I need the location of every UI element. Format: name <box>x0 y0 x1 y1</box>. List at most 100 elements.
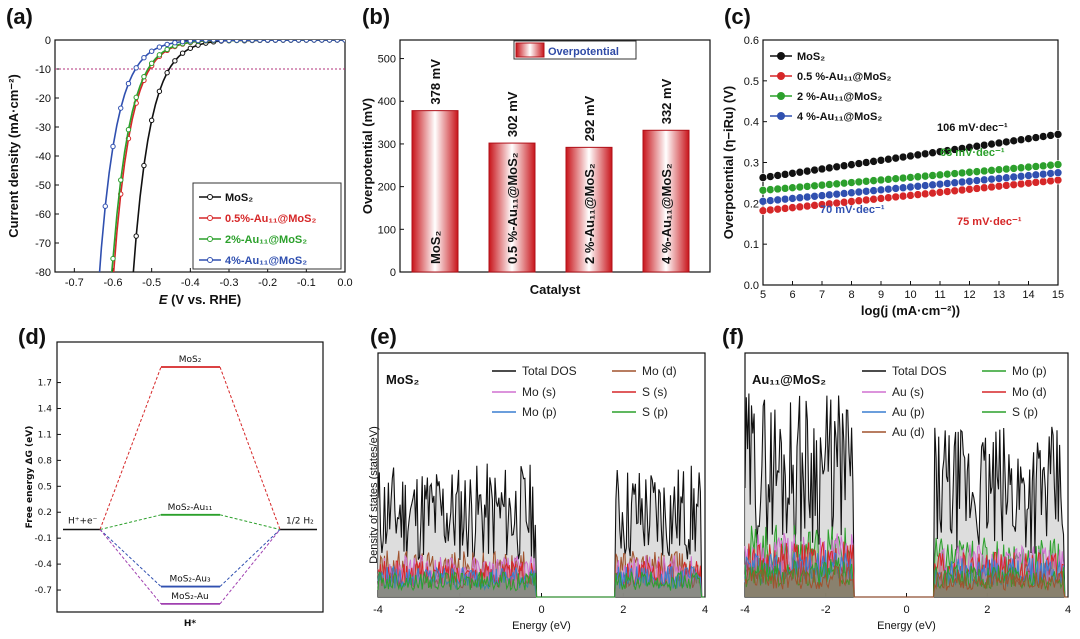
y-tick-label: -0.4 <box>34 560 52 570</box>
x-axis-title-unit: (V vs. RHE) <box>167 292 241 307</box>
series-point-0 <box>172 58 178 64</box>
series-point-1 <box>1053 175 1063 185</box>
series-point-0 <box>1031 133 1041 142</box>
series-point-1 <box>758 206 768 215</box>
series-point-3 <box>876 185 886 195</box>
tafel-slope-label: 63 mV·dec⁻¹ <box>940 147 1005 159</box>
series-point-3 <box>987 174 996 184</box>
y-tick-label: 1.4 <box>38 404 53 414</box>
bar-category-label: MoS₂ <box>428 231 443 264</box>
y-tick-label: 0.8 <box>38 456 53 466</box>
series-point-3 <box>125 80 132 87</box>
series-point-2 <box>1016 163 1026 173</box>
series-point-3 <box>891 184 901 193</box>
series-point-2 <box>920 171 930 181</box>
dos-material-label: Au₁₁@MoS₂ <box>752 372 826 387</box>
series-point-2 <box>854 177 864 187</box>
series-point-0 <box>802 166 812 176</box>
series-point-3 <box>64 299 68 303</box>
dos-legend-label: Mo (p) <box>1012 364 1047 378</box>
series-point-1 <box>1016 179 1026 189</box>
y-axis-title: Free energy ΔG (eV) <box>25 426 35 529</box>
series-point-3 <box>72 299 76 303</box>
panel-d-label: (d) <box>18 324 46 349</box>
series-point-1 <box>788 203 797 212</box>
series-point-3 <box>342 40 345 43</box>
bar-value-label: 378 mV <box>428 59 443 105</box>
series-point-1 <box>965 184 974 194</box>
series-point-3 <box>802 192 812 202</box>
partial-dos-fill <box>745 565 1068 597</box>
dos-legend-label: Au (s) <box>892 385 924 399</box>
level-label: MoS₂-Au₃ <box>169 575 211 585</box>
series-point-0 <box>1038 132 1048 141</box>
x-tick-label: 8 <box>848 289 854 301</box>
dos-legend-label: S (s) <box>642 385 667 399</box>
series-point-0 <box>88 299 92 303</box>
tafel-slope-label: 75 mV·dec⁻¹ <box>957 216 1022 228</box>
series-point-2 <box>1031 162 1041 171</box>
partial-dos-line <box>744 565 1068 598</box>
bar <box>642 129 690 273</box>
y-tick-label: 200 <box>378 182 396 194</box>
series-point-3 <box>334 40 340 43</box>
x-tick-label: 7 <box>819 289 825 301</box>
series-point-1 <box>884 193 893 202</box>
y-tick-label: 1.1 <box>38 430 52 440</box>
series-point-3 <box>869 186 878 195</box>
series-point-2 <box>832 179 842 189</box>
x-axis-title: E (V vs. RHE) <box>159 292 241 307</box>
series-point-1 <box>928 188 937 198</box>
series-point-0 <box>1046 131 1055 140</box>
series-point-1 <box>1038 177 1048 186</box>
series-point-1 <box>979 183 989 193</box>
x-axis-title-symbol: E <box>159 292 168 307</box>
series-point-0 <box>57 299 61 303</box>
series-point-3 <box>1046 169 1055 178</box>
y-axis-title: Overpotential (η−iRu) (V) <box>721 86 736 239</box>
series-point-2 <box>957 168 967 178</box>
level-connector <box>99 529 162 605</box>
series-point-2 <box>64 299 68 303</box>
series-point-1 <box>1009 180 1019 189</box>
series-point-0 <box>187 45 194 51</box>
x-tick-label: 0.0 <box>337 277 352 289</box>
series-point-2 <box>987 166 996 175</box>
series-point-0 <box>825 163 834 173</box>
series-point-2 <box>876 175 886 185</box>
series-point-2 <box>869 176 878 185</box>
legend-title: Overpotential <box>548 46 619 58</box>
dos-legend-label: Mo (d) <box>642 364 677 378</box>
y-tick-label: 0 <box>45 35 51 47</box>
dos-legend-label: Au (d) <box>892 425 925 439</box>
dos-legend-label: Au (p) <box>892 405 925 419</box>
series-point-0 <box>884 154 893 164</box>
series-point-0 <box>1024 134 1033 143</box>
series-point-3 <box>861 186 871 196</box>
x-tick-label: -4 <box>740 604 750 616</box>
series-point-0 <box>64 299 68 303</box>
level-connector <box>99 529 162 587</box>
series-point-3 <box>943 179 952 188</box>
series-point-1 <box>780 204 790 213</box>
series-point-0 <box>179 50 186 56</box>
series-point-3 <box>288 40 294 43</box>
series-point-2 <box>994 165 1004 174</box>
dos-legend-label: Total DOS <box>522 364 577 378</box>
series-point-0 <box>148 117 155 124</box>
y-tick-label: 1.7 <box>38 379 52 389</box>
dos-legend-label: Total DOS <box>892 364 947 378</box>
series-point-3 <box>1031 170 1041 180</box>
series-point-2 <box>141 73 147 80</box>
series-point-3 <box>928 180 937 190</box>
legend-label: 4%-Au₁₁@MoS₂ <box>225 255 307 267</box>
legend-label: 0.5%-Au₁₁@MoS₂ <box>225 213 316 225</box>
series-point-0 <box>906 151 915 161</box>
y-tick-label: 100 <box>378 224 396 236</box>
level-connector <box>219 366 281 530</box>
legend-label: 2%-Au₁₁@MoS₂ <box>225 234 307 246</box>
y-tick-label: 0.1 <box>744 239 759 251</box>
series-point-2 <box>1053 160 1063 169</box>
panel-b-frame <box>399 39 711 273</box>
